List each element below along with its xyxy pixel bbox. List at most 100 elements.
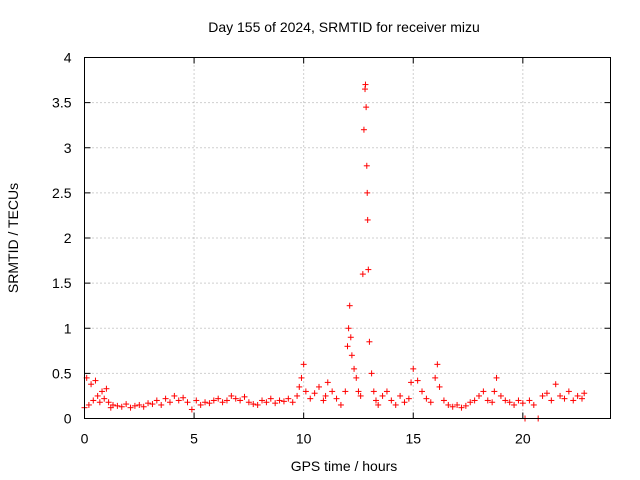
y-tick-label: 3: [64, 140, 72, 156]
grid: [84, 57, 611, 419]
data-point: [365, 266, 372, 273]
data-point: [285, 395, 292, 402]
data-point: [552, 381, 559, 388]
data-point: [476, 392, 482, 399]
data-point: [362, 81, 369, 88]
data-point: [342, 388, 349, 395]
data-point: [316, 383, 323, 390]
data-point: [127, 404, 134, 411]
data-point: [263, 399, 270, 406]
x-tick-label: 5: [190, 431, 198, 447]
data-point: [92, 377, 99, 384]
data-point: [193, 397, 200, 404]
y-tick-label: 1.5: [52, 275, 72, 291]
data-point: [375, 401, 382, 408]
data-point: [101, 395, 108, 402]
data-point: [359, 271, 366, 278]
data-point: [436, 383, 443, 390]
data-point: [557, 392, 564, 399]
data-point: [449, 403, 456, 410]
y-tick-label: 4: [64, 50, 72, 66]
data-point: [109, 401, 116, 408]
data-point: [103, 385, 110, 392]
data-point: [237, 397, 244, 404]
data-point: [114, 402, 121, 409]
data-point: [162, 395, 169, 402]
data-point: [388, 397, 395, 404]
x-axis-title: GPS time / hours: [291, 458, 398, 474]
data-point: [197, 401, 204, 408]
data-point: [366, 338, 373, 345]
data-point: [427, 399, 434, 406]
data-point: [581, 390, 588, 397]
x-tick-label: 20: [515, 431, 531, 447]
data-point: [184, 399, 191, 406]
data-point: [519, 400, 526, 407]
data-point: [105, 399, 112, 406]
data-point: [180, 394, 187, 401]
data-point: [324, 379, 331, 386]
data-point: [574, 392, 581, 399]
data-point: [307, 395, 314, 402]
data-point: [245, 399, 252, 406]
data-point: [344, 343, 351, 350]
x-tick-label: 0: [81, 431, 89, 447]
data-point: [88, 381, 95, 388]
data-point: [410, 365, 417, 372]
data-point: [506, 399, 513, 406]
data-point: [480, 388, 487, 395]
data-point: [118, 403, 125, 410]
data-point: [383, 388, 390, 395]
data-point: [561, 395, 568, 402]
data-point: [357, 392, 364, 399]
y-tick-label: 3.5: [52, 95, 72, 111]
data-point: [232, 395, 239, 402]
data-point: [511, 401, 518, 408]
data-point: [345, 325, 352, 332]
y-tick-label: 1: [64, 320, 72, 336]
data-point: [408, 379, 415, 386]
data-point: [543, 390, 550, 397]
data-point: [153, 397, 160, 404]
data-point: [355, 388, 362, 395]
data-point: [99, 388, 106, 395]
data-point: [348, 352, 355, 359]
data-point: [300, 361, 307, 368]
data-point: [462, 402, 469, 409]
data-point: [360, 126, 367, 133]
axis-ticks: 0 0.5 1 1.5 2 2.5 3 3.5 4 0 5 10 15 20: [52, 50, 611, 447]
data-point: [145, 400, 152, 407]
chart-title: Day 155 of 2024, SRMTID for receiver miz…: [208, 19, 480, 35]
data-point: [579, 395, 586, 402]
data-point: [458, 404, 465, 411]
data-point: [363, 162, 370, 169]
data-point: [228, 392, 235, 399]
data-point: [171, 392, 178, 399]
data-point: [136, 401, 143, 408]
data-point: [298, 374, 305, 381]
data-point: [364, 216, 371, 223]
data-point: [363, 104, 370, 111]
data-point: [454, 401, 461, 408]
data-point: [90, 397, 97, 404]
data-point: [493, 374, 500, 381]
data-point: [206, 400, 213, 407]
data-point: [272, 400, 279, 407]
data-point: [202, 399, 209, 406]
data-point: [215, 395, 222, 402]
data-point: [131, 402, 138, 409]
data-point: [123, 401, 130, 408]
data-point: [188, 406, 195, 413]
data-point: [434, 361, 441, 368]
y-tick-label: 2.5: [52, 185, 72, 201]
data-point: [320, 397, 327, 404]
data-point: [259, 397, 266, 404]
data-point: [502, 397, 509, 404]
data-point: [333, 395, 340, 402]
data-point: [223, 397, 230, 404]
data-point: [353, 374, 360, 381]
data-point: [175, 397, 182, 404]
data-point: [250, 401, 257, 408]
data-point: [405, 395, 412, 402]
